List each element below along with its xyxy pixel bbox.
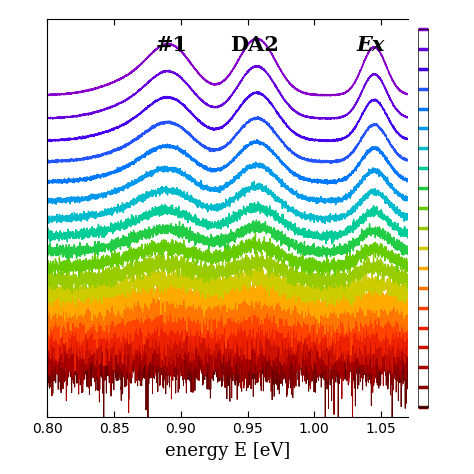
Text: DA2: DA2 [230,35,279,55]
X-axis label: energy E [eV]: energy E [eV] [165,442,290,459]
Text: Ex: Ex [356,35,384,55]
Text: #1: #1 [155,35,188,55]
